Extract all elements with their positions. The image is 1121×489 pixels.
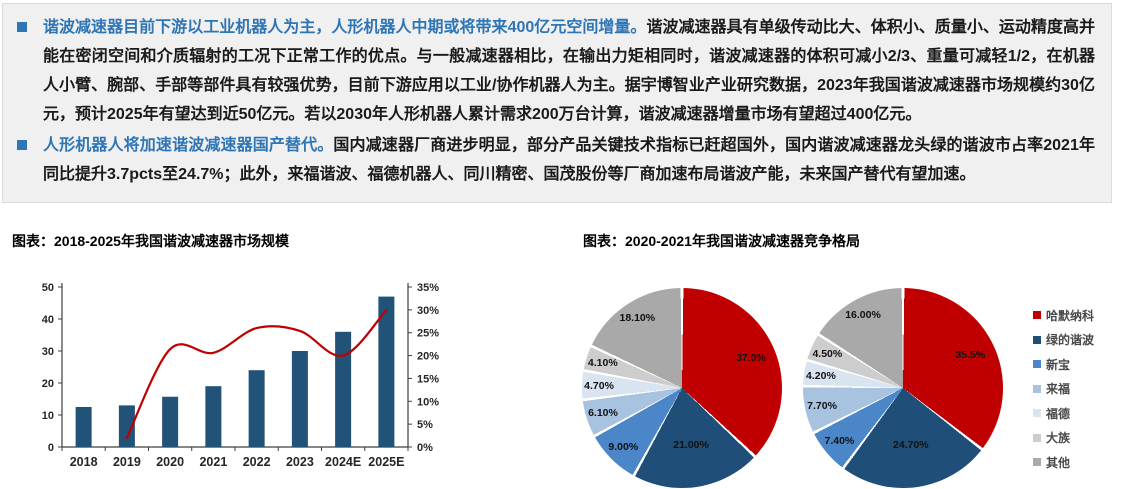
pie-label-2020-哈默纳科: 37.0% <box>735 352 766 365</box>
pie-label-2020-来福: 6.10% <box>588 407 618 420</box>
bullet-1-lead: 谐波减速器目前下游以工业机器人为主，人形机器人中期或将带来400亿元空间增量。 <box>43 19 647 36</box>
right-tick-label: 25% <box>417 328 439 340</box>
legend-item-大族: 大族 <box>1033 426 1119 451</box>
pie-label-2020-其他: 18.10% <box>619 312 656 325</box>
left-tick-label: 50 <box>42 282 54 294</box>
legend-item-新宝: 新宝 <box>1033 352 1119 377</box>
bar-2019 <box>118 405 135 447</box>
legend-label: 绿的谐波 <box>1046 333 1095 348</box>
bar-2021 <box>205 386 222 447</box>
competition-chart-title: 图表：2020-2021年我国谐波减速器竞争格局 <box>583 233 860 249</box>
legend-label: 新宝 <box>1046 357 1071 372</box>
pie-label-2020-绿的谐波: 21.00% <box>673 439 709 452</box>
right-tick-label: 5% <box>417 419 433 431</box>
bar-2023 <box>291 351 308 447</box>
summary-bullet-2: 人形机器人将加速谐波减速器国产替代。国内减速器厂商进步明显，部分产品关键技术指标… <box>15 131 1095 189</box>
bullet-2-lead: 人形机器人将加速谐波减速器国产替代。 <box>43 137 334 154</box>
pie-label-2021-新宝: 7.40% <box>824 435 855 448</box>
summary-bullet-2-text: 人形机器人将加速谐波减速器国产替代。国内减速器厂商进步明显，部分产品关键技术指标… <box>43 131 1095 189</box>
legend-item-哈默纳科: 哈默纳科 <box>1033 303 1119 328</box>
summary-bullet-1: 谐波减速器目前下游以工业机器人为主，人形机器人中期或将带来400亿元空间增量。谐… <box>15 13 1095 129</box>
competition-legend: 哈默纳科绿的谐波新宝来福福德大族其他 <box>1033 303 1119 475</box>
right-tick-label: 35% <box>417 282 439 294</box>
pie-label-2020-福德: 4.70% <box>584 379 614 392</box>
summary-bullet-1-text: 谐波减速器目前下游以工业机器人为主，人形机器人中期或将带来400亿元空间增量。谐… <box>43 13 1095 129</box>
bar-2018 <box>75 407 92 447</box>
left-tick-label: 20 <box>42 378 54 390</box>
left-tick-label: 30 <box>42 346 54 358</box>
pie-label-2021-大族: 4.50% <box>812 347 843 360</box>
bar-2020 <box>162 396 179 447</box>
x-category-label: 2020 <box>156 455 184 469</box>
legend-label: 大族 <box>1046 431 1071 446</box>
legend-swatch-icon <box>1033 458 1041 467</box>
legend-label: 其他 <box>1046 455 1071 470</box>
legend-swatch-icon <box>1033 409 1041 418</box>
right-tick-label: 30% <box>417 305 439 317</box>
legend-swatch-icon <box>1033 311 1041 320</box>
bar-2025E <box>378 296 395 447</box>
legend-swatch-icon <box>1033 360 1041 369</box>
right-tick-label: 15% <box>417 373 439 385</box>
left-tick-label: 10 <box>42 410 54 422</box>
bullet-square-icon <box>17 140 27 150</box>
market-chart-title: 图表：2018-2025年我国谐波减速器市场规模 <box>12 233 289 249</box>
x-category-label: 2021 <box>199 455 227 469</box>
bullet-square-icon <box>17 22 27 32</box>
pie-label-2020-大族: 4.10% <box>587 357 618 370</box>
bar-2022 <box>248 370 265 447</box>
legend-item-其他: 其他 <box>1033 450 1119 475</box>
x-category-label: 2018 <box>70 455 98 469</box>
legend-swatch-icon <box>1033 433 1041 442</box>
x-category-label: 2024E <box>325 455 361 469</box>
x-category-label: 2025E <box>368 455 404 469</box>
legend-item-绿的谐波: 绿的谐波 <box>1033 328 1119 353</box>
pie-chart-2021: 35.5% 24.70% 7.40% 7.70% 4.20% 4.50% 16.00% <box>803 288 1003 488</box>
bullet-1-body: 谐波减速器具有单级传动比大、体积小、质量小、运动精度高并能在密闭空间和介质辐射的… <box>43 19 1095 123</box>
pie-chart-2020: 37.0% 21.00% 9.00% 6.10% 4.70% 4.10% 18.10% <box>582 288 782 488</box>
right-tick-label: 0% <box>417 442 433 454</box>
legend-swatch-icon <box>1033 335 1041 344</box>
market-size-bar-chart: 0 10 20 30 40 50 0% 5% 10% 15% 20% 25% 30% 35% 2018 201… <box>42 282 439 469</box>
legend-label: 福德 <box>1046 406 1071 421</box>
pie-label-2021-福德: 4.20% <box>806 369 836 382</box>
legend-label: 哈默纳科 <box>1046 308 1095 323</box>
pie-label-2020-新宝: 9.00% <box>608 440 639 453</box>
growth-rate-line <box>125 308 388 439</box>
legend-label: 来福 <box>1046 382 1071 397</box>
pie-label-2021-其他: 16.00% <box>845 309 881 322</box>
x-category-label: 2023 <box>286 455 314 469</box>
left-tick-label: 40 <box>42 314 54 326</box>
legend-item-福德: 福德 <box>1033 401 1119 426</box>
pie-label-2021-哈默纳科: 35.5% <box>955 349 986 361</box>
pie-label-2021-绿的谐波: 24.70% <box>892 439 929 452</box>
right-tick-label: 10% <box>417 396 439 408</box>
legend-item-来福: 来福 <box>1033 377 1119 402</box>
left-tick-label: 0 <box>48 442 54 454</box>
legend-swatch-icon <box>1033 384 1041 393</box>
x-category-label: 2022 <box>243 455 271 469</box>
right-tick-label: 20% <box>417 351 439 363</box>
bullet-2-body: 国内减速器厂商进步明显，部分产品关键技术指标已赶超国外，国内谐波减速器龙头绿的谐… <box>43 137 1095 183</box>
bar-2024E <box>335 331 352 447</box>
pie-label-2021-来福: 7.70% <box>807 400 837 413</box>
summary-panel: 谐波减速器目前下游以工业机器人为主，人形机器人中期或将带来400亿元空间增量。谐… <box>2 3 1112 203</box>
x-category-label: 2019 <box>113 455 141 469</box>
